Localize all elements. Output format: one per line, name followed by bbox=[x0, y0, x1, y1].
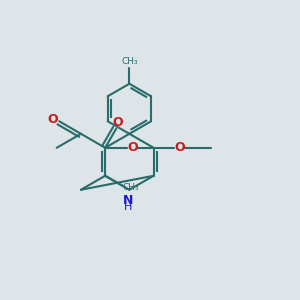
Text: O: O bbox=[174, 141, 185, 154]
Text: O: O bbox=[112, 116, 123, 129]
Text: CH₃: CH₃ bbox=[122, 183, 139, 192]
Text: CH₃: CH₃ bbox=[121, 57, 138, 66]
Text: O: O bbox=[47, 113, 58, 126]
Text: H: H bbox=[124, 202, 132, 212]
Text: N: N bbox=[123, 194, 133, 207]
Text: O: O bbox=[127, 141, 138, 154]
